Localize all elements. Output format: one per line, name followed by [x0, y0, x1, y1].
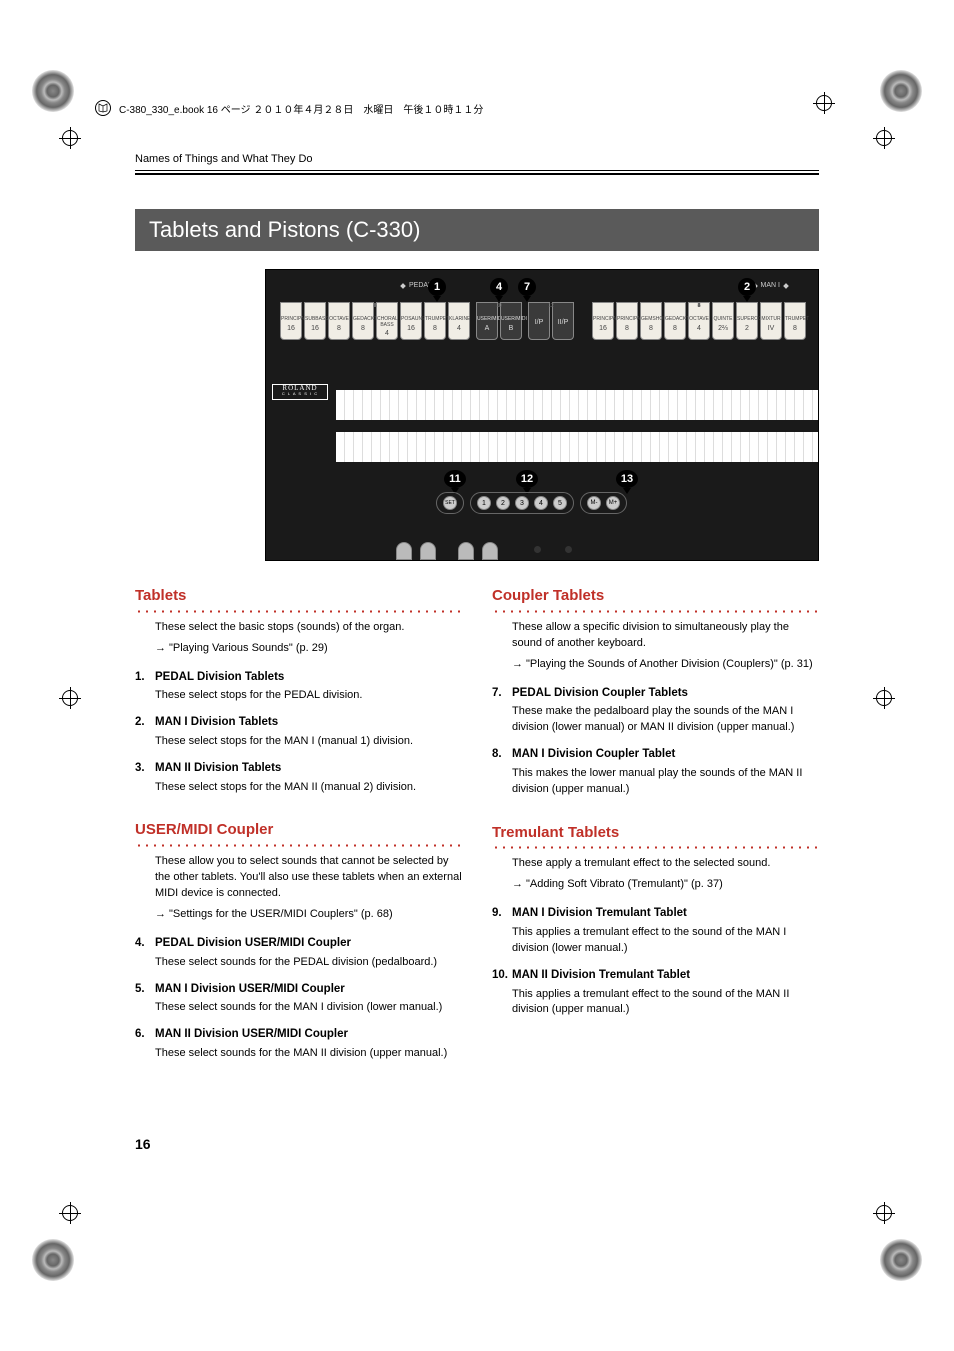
usermidi-intro: These allow you to select sounds that ca… [155, 854, 462, 902]
piston-mem: M+ [606, 496, 620, 510]
book-icon [95, 100, 111, 116]
lower-manual [336, 432, 818, 462]
heading-usermidi: USER/MIDI Coupler [135, 819, 462, 841]
list-item: 1.PEDAL Division Tablets These select st… [135, 669, 462, 705]
organ-tablet: 8KLARINE4 [448, 302, 470, 340]
usermidi-ref: "Settings for the USER/MIDI Couplers" (p… [169, 908, 393, 920]
roland-classic-badge: ROLAND C L A S S I C [272, 384, 328, 400]
right-column: Coupler Tablets These allow a specific d… [492, 585, 819, 1072]
callout-12: 12 [516, 470, 538, 488]
callout-7: 7 [518, 278, 536, 296]
crop-mark-bl [32, 1239, 74, 1281]
piston: 5 [553, 496, 567, 510]
heading-tremulant: Tremulant Tablets [492, 822, 819, 844]
reg-mark-br [876, 1205, 892, 1221]
piston: 2 [496, 496, 510, 510]
list-item: 10.MAN II Division Tremulant Tablet This… [492, 967, 819, 1019]
callout-4: 4 [490, 278, 508, 296]
callout-11: 11 [444, 470, 466, 488]
piston-mem: M- [587, 496, 601, 510]
tablets-ref: "Playing Various Sounds" (p. 29) [169, 642, 328, 654]
reg-mark-r [876, 690, 892, 706]
callout-13: 13 [616, 470, 638, 488]
organ-tablet: 12II/P [552, 302, 574, 340]
list-item: 2.MAN I Division Tablets These select st… [135, 714, 462, 750]
rule [135, 173, 819, 175]
piston: 4 [534, 496, 548, 510]
section-title: Tablets and Pistons (C-330) [135, 209, 819, 251]
list-item: 5.MAN I Division USER/MIDI Coupler These… [135, 981, 462, 1017]
reg-mark-tr [876, 130, 892, 146]
piston: 3 [515, 496, 529, 510]
organ-panel-diagram: PEDAL MAN I 1PRINCIPAL16 2SUBBASS16 3OCT… [265, 269, 819, 561]
man1-section-label: MAN I [761, 282, 780, 289]
reg-mark-bl [62, 1205, 78, 1221]
print-header-text: C-380_330_e.book 16 ページ ２０１０年４月２８日 水曜日 午… [119, 101, 483, 116]
reg-mark-l [62, 690, 78, 706]
tremulant-intro: These apply a tremulant effect to the se… [512, 856, 819, 872]
piston: 1 [477, 496, 491, 510]
heading-coupler: Coupler Tablets [492, 585, 819, 607]
list-item: 9.MAN I Division Tremulant Tablet This a… [492, 905, 819, 957]
list-item: 4.PEDAL Division USER/MIDI Coupler These… [135, 935, 462, 971]
callout-1: 1 [428, 278, 446, 296]
crop-mark-br [880, 1239, 922, 1281]
list-item: 8.MAN I Division Coupler Tablet This mak… [492, 746, 819, 798]
piston-row: SET 12345 M- M+ [336, 490, 818, 516]
heading-tablets: Tablets [135, 585, 462, 607]
coupler-ref: "Playing the Sounds of Another Division … [526, 658, 813, 670]
list-item: 7.PEDAL Division Coupler Tablets These m… [492, 685, 819, 737]
tablets-intro: These select the basic stops (sounds) of… [155, 620, 462, 636]
organ-tablet: 9TRUMPET8 [784, 302, 806, 340]
callout-2: 2 [738, 278, 756, 296]
piston-set: SET [443, 496, 457, 510]
crop-mark-tl [32, 70, 74, 112]
coupler-intro: These allow a specific division to simul… [512, 620, 819, 652]
page-number: 16 [135, 1136, 151, 1152]
list-item: 3.MAN II Division Tablets These select s… [135, 760, 462, 796]
tremulant-ref: "Adding Soft Vibrato (Tremulant)" (p. 37… [526, 878, 723, 890]
left-column: Tablets These select the basic stops (so… [135, 585, 462, 1072]
upper-manual [336, 390, 818, 420]
crop-mark-tr [880, 70, 922, 112]
print-header: C-380_330_e.book 16 ページ ２０１０年４月２８日 水曜日 午… [95, 100, 859, 116]
toe-studs [396, 538, 668, 560]
organ-tablet: 10USER/MIDIB [500, 302, 522, 340]
reg-mark-tl [62, 130, 78, 146]
breadcrumb: Names of Things and What They Do [135, 153, 313, 169]
list-item: 6.MAN II Division USER/MIDI Coupler Thes… [135, 1026, 462, 1062]
